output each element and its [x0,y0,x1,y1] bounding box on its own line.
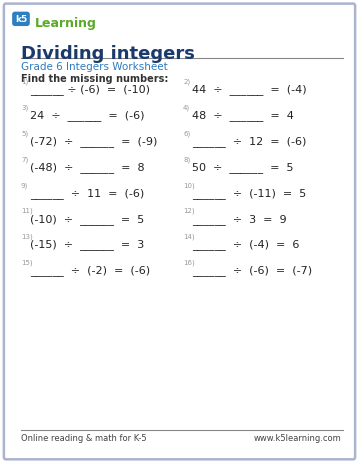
Text: (-72)  ÷  ______  =  (-9): (-72) ÷ ______ = (-9) [30,136,157,147]
Text: ______  ÷  12  =  (-6): ______ ÷ 12 = (-6) [192,136,306,147]
Text: ______  ÷  (-2)  =  (-6): ______ ÷ (-2) = (-6) [30,265,150,275]
Text: 5): 5) [21,130,28,137]
Text: 8): 8) [183,156,190,163]
Text: 1): 1) [21,79,28,85]
Text: ______  ÷  11  =  (-6): ______ ÷ 11 = (-6) [30,188,144,198]
Text: 48  ÷  ______  =  4: 48 ÷ ______ = 4 [192,110,294,121]
Text: 12): 12) [183,207,195,214]
Text: www.k5learning.com: www.k5learning.com [254,433,341,442]
Text: (-10)  ÷  ______  =  5: (-10) ÷ ______ = 5 [30,213,144,224]
Text: k5: k5 [15,15,27,24]
Text: 9): 9) [21,182,28,188]
Text: ______  ÷  3  =  9: ______ ÷ 3 = 9 [192,213,286,224]
Text: 11): 11) [21,207,33,214]
Text: 24  ÷  ______  =  (-6): 24 ÷ ______ = (-6) [30,110,144,121]
Text: (-48)  ÷  ______  =  8: (-48) ÷ ______ = 8 [30,162,145,173]
Text: 6): 6) [183,130,190,137]
Text: 13): 13) [21,233,33,240]
Text: 15): 15) [21,259,33,266]
Text: Grade 6 Integers Worksheet: Grade 6 Integers Worksheet [21,62,168,72]
Text: 16): 16) [183,259,195,266]
Text: Online reading & math for K-5: Online reading & math for K-5 [21,433,146,442]
Text: Find the missing numbers:: Find the missing numbers: [21,74,168,84]
Text: ______  ÷  (-4)  =  6: ______ ÷ (-4) = 6 [192,239,299,250]
Text: 50  ÷  ______  =  5: 50 ÷ ______ = 5 [192,162,293,173]
Text: (-15)  ÷  ______  =  3: (-15) ÷ ______ = 3 [30,239,144,250]
FancyBboxPatch shape [4,5,355,459]
Text: 2): 2) [183,79,190,85]
Text: 3): 3) [21,105,28,111]
Text: 7): 7) [21,156,28,163]
Text: 4): 4) [183,105,190,111]
Text: ______ ÷ (-6)  =  (-10): ______ ÷ (-6) = (-10) [30,84,150,95]
Text: 10): 10) [183,182,195,188]
Text: ______  ÷  (-6)  =  (-7): ______ ÷ (-6) = (-7) [192,265,312,275]
Text: 44  ÷  ______  =  (-4): 44 ÷ ______ = (-4) [192,84,307,95]
Text: Learning: Learning [35,17,97,30]
Text: Dividing integers: Dividing integers [21,45,195,63]
Text: ______  ÷  (-11)  =  5: ______ ÷ (-11) = 5 [192,188,306,198]
Text: 14): 14) [183,233,195,240]
